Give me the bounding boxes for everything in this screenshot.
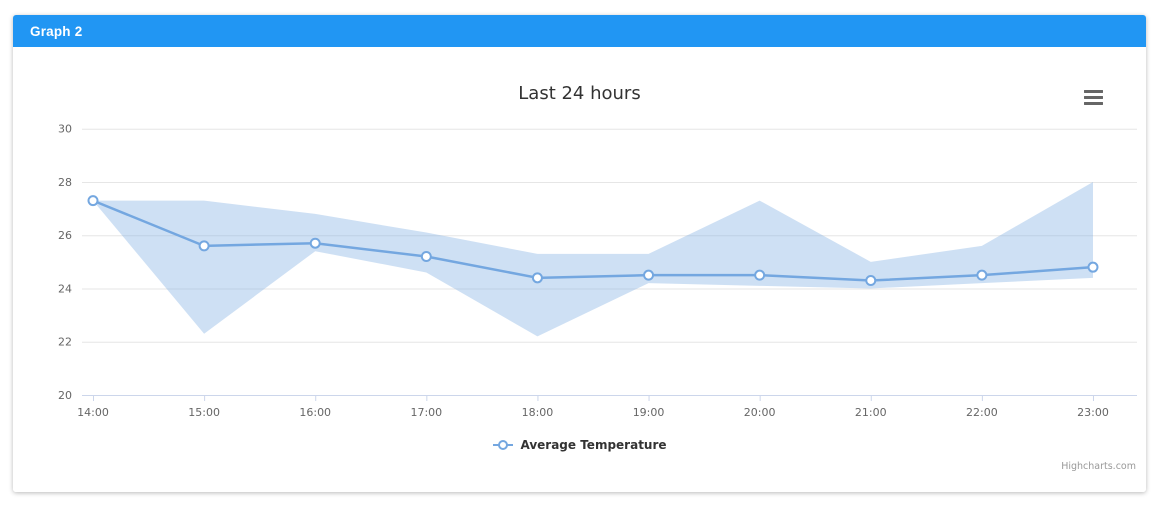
data-point-marker[interactable] bbox=[865, 274, 877, 286]
plot-area: 20 22 24 26 28 30 14:00 15:00 16:00 17:00 18:00 19:… bbox=[58, 123, 1137, 419]
x-axis-label: 19:00 bbox=[633, 406, 665, 419]
data-point-marker[interactable] bbox=[420, 251, 432, 263]
chart-context-menu-button[interactable] bbox=[1084, 90, 1103, 105]
x-axis-label: 14:00 bbox=[77, 406, 109, 419]
x-axis-label: 22:00 bbox=[966, 406, 998, 419]
x-axis-label: 15:00 bbox=[188, 406, 220, 419]
data-point-marker[interactable] bbox=[754, 269, 766, 281]
x-axis-label: 16:00 bbox=[299, 406, 331, 419]
data-point-marker[interactable] bbox=[309, 237, 321, 249]
y-axis-label: 20 bbox=[58, 389, 72, 402]
card-title: Graph 2 bbox=[30, 23, 83, 39]
y-axis-label: 24 bbox=[58, 282, 72, 295]
card-header: Graph 2 bbox=[13, 15, 1146, 47]
x-axis-label: 17:00 bbox=[410, 406, 442, 419]
data-point-marker[interactable] bbox=[1087, 261, 1099, 273]
data-point-marker[interactable] bbox=[976, 269, 988, 281]
y-axis-label: 22 bbox=[58, 336, 72, 349]
graph-card: Graph 2 Last 24 hours 20 22 24 26 28 30 14:00 1… bbox=[13, 15, 1146, 492]
x-axis-label: 21:00 bbox=[855, 406, 887, 419]
highcharts-credits-link[interactable]: Highcharts.com bbox=[1061, 461, 1136, 472]
temperature-range-area bbox=[93, 181, 1093, 337]
chart-title: Last 24 hours bbox=[518, 83, 641, 104]
y-axis-label: 30 bbox=[58, 123, 72, 136]
y-axis-label: 26 bbox=[58, 229, 72, 242]
x-axis-label: 20:00 bbox=[744, 406, 776, 419]
data-point-marker[interactable] bbox=[531, 272, 543, 284]
x-axis-label: 18:00 bbox=[522, 406, 554, 419]
legend-label: Average Temperature bbox=[520, 438, 667, 452]
data-point-marker[interactable] bbox=[87, 195, 99, 207]
legend-item-average-temperature[interactable]: Average Temperature bbox=[13, 438, 1146, 452]
data-point-marker[interactable] bbox=[643, 269, 655, 281]
data-point-marker[interactable] bbox=[198, 240, 210, 252]
x-axis-label: 23:00 bbox=[1077, 406, 1109, 419]
chart-container: Last 24 hours 20 22 24 26 28 30 14:00 15:00 16:0… bbox=[13, 47, 1146, 492]
legend-marker-icon bbox=[493, 440, 514, 450]
y-axis-label: 28 bbox=[58, 176, 72, 189]
average-temperature-line bbox=[91, 199, 1095, 282]
